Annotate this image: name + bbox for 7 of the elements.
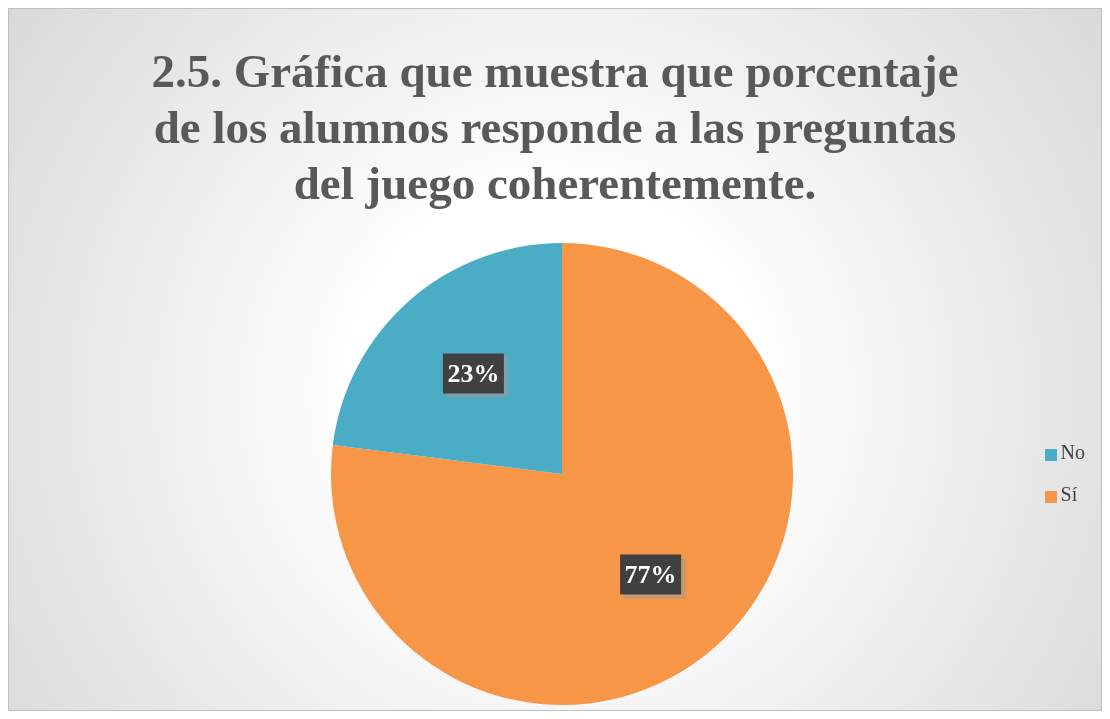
legend-label: No	[1060, 441, 1085, 463]
pie-slice	[332, 243, 562, 474]
legend-label: Sí	[1060, 483, 1078, 505]
chart-title: 2.5. Gráfica que muestra que porcentaje de los alumnos responde a las preguntas del juego coherentemente.	[150, 44, 960, 211]
data-label: 77%	[624, 560, 677, 589]
data-label: 23%	[447, 359, 500, 388]
pie-slice	[331, 243, 793, 705]
